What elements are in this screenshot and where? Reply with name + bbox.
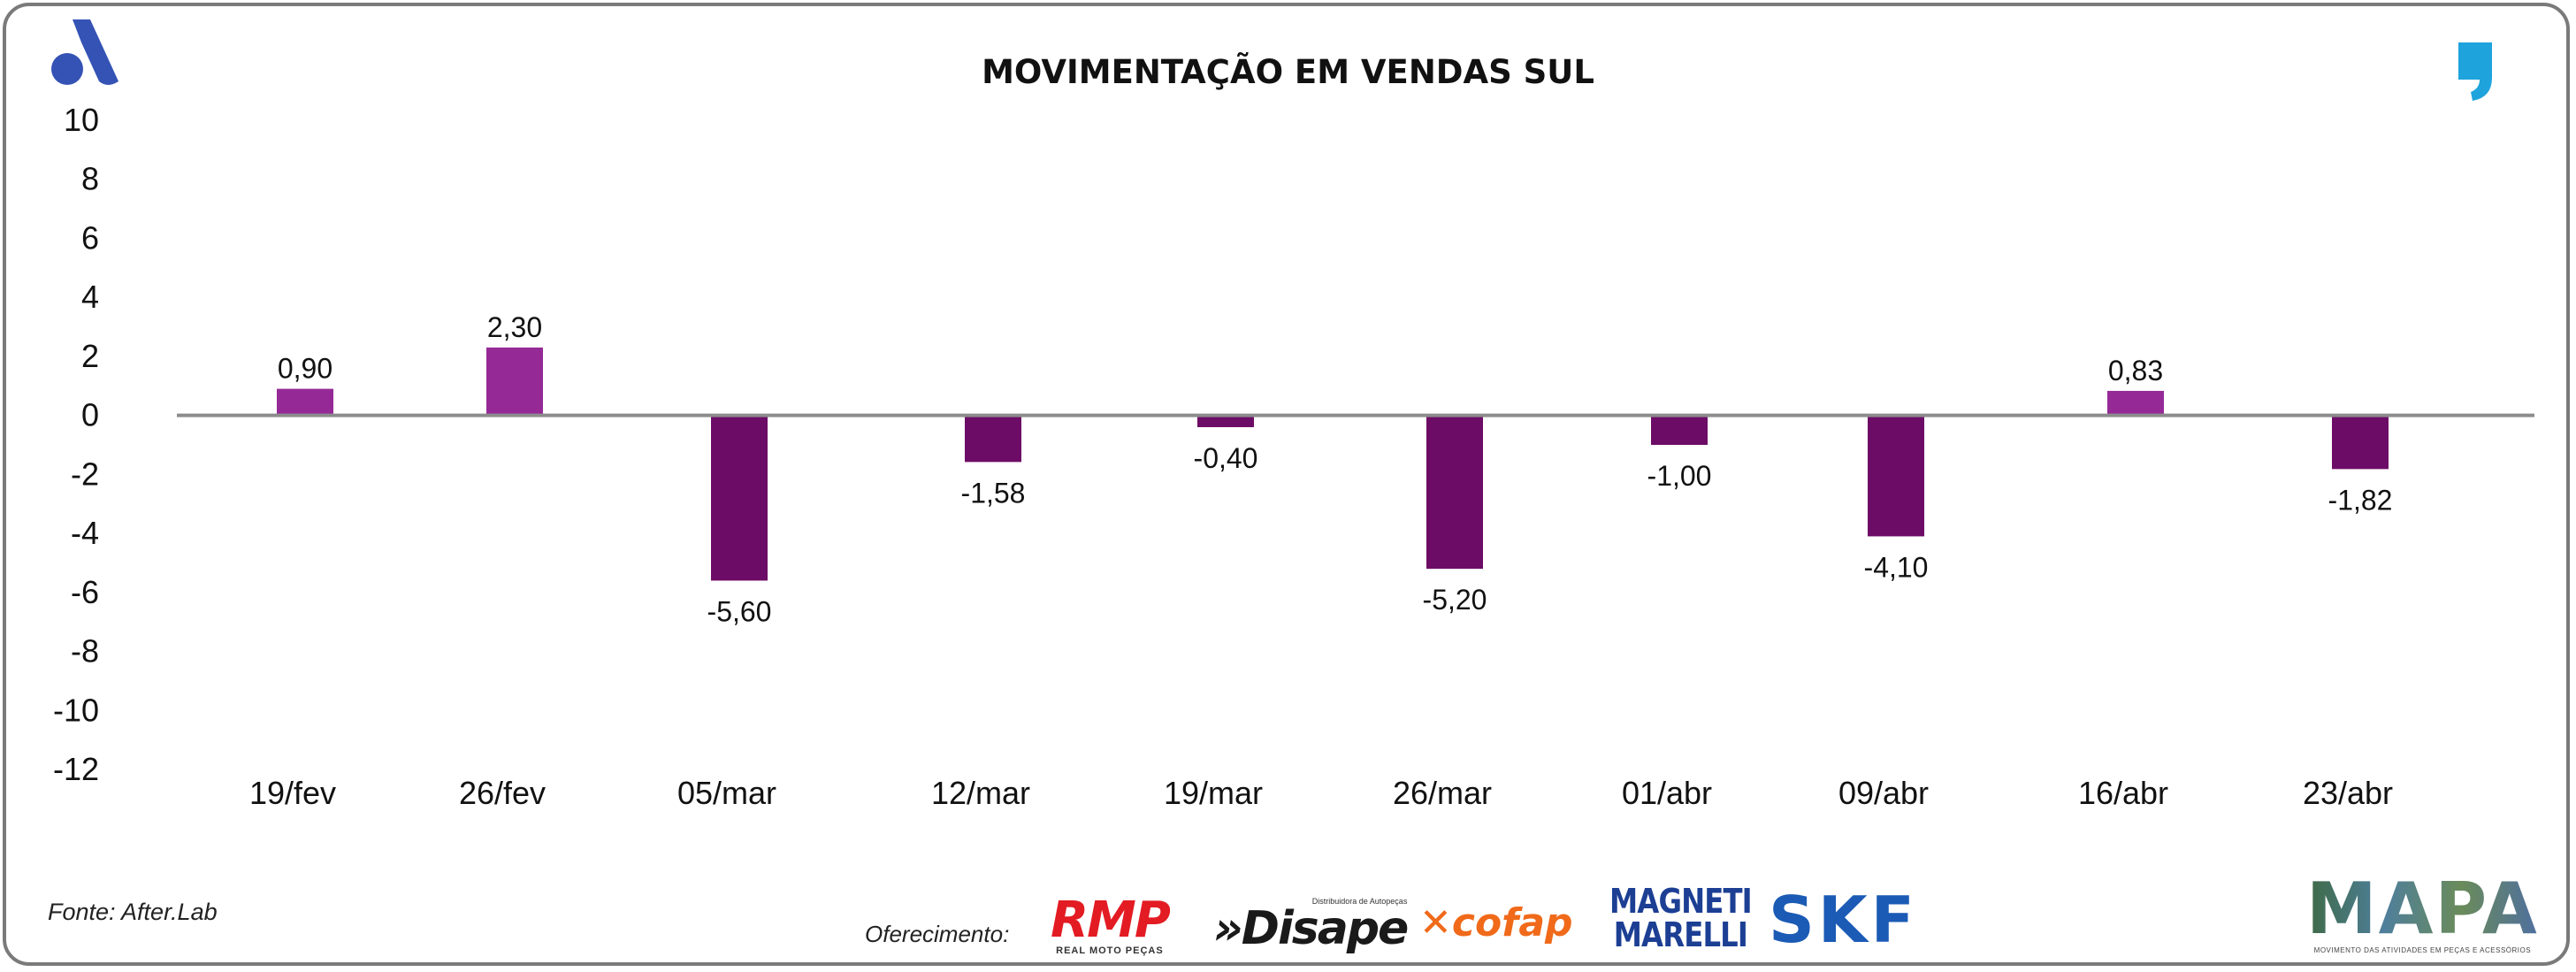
rmp-logo-mark: RMP [1051,892,1171,949]
x-tick-label: 26/fev [459,775,546,811]
y-tick-label: -8 [71,633,99,670]
comma-logo-icon [2458,42,2492,101]
magneti-logo-line1: MAGNETI [1609,882,1753,921]
bar [2332,415,2389,470]
x-tick-label: 01/abr [1622,775,1712,811]
mapa-logo-mark: MAPA [2306,868,2539,950]
cofap-logo-mark: ✕cofap [1419,900,1573,945]
magneti-marelli-logo: MAGNETI MARELLI [1609,884,1777,952]
data-label: 2,30 [487,311,542,343]
bar [1197,415,1254,427]
data-label: -1,82 [2328,484,2393,516]
a-logo-icon [51,19,118,85]
y-tick-label: -6 [71,574,99,610]
y-tick-label: -2 [71,455,99,492]
x-tick-label: 19/mar [1164,775,1263,811]
bar [1426,415,1483,570]
y-tick-label: -10 [53,692,99,728]
x-tick-label: 26/mar [1393,775,1492,811]
bar [1651,415,1708,445]
source-note: Fonte: After.Lab [48,899,218,925]
y-tick-label: 0 [81,397,99,433]
data-label: -0,40 [1194,442,1258,474]
x-tick-label: 16/abr [2078,775,2168,811]
rmp-logo-subtitle: REAL MOTO PEÇAS [1056,945,1164,956]
skf-logo-mark: SKF [1769,883,1918,957]
x-tick-label: 19/fev [249,775,336,811]
disape-logo: Distribuidora de Autopeças »Disape [1213,897,1409,955]
x-tick-label: 09/abr [1838,775,1929,811]
data-label: 0,83 [2108,355,2163,387]
bar [277,388,333,416]
data-label: -5,20 [1423,584,1487,616]
bar [2107,390,2164,416]
mapa-logo-subtitle: MOVIMENTO DAS ATIVIDADES EM PEÇAS E ACES… [2313,946,2532,954]
bar [711,415,768,581]
data-label: 0,90 [278,353,333,385]
bar [965,415,1021,463]
y-tick-label: 8 [81,161,99,197]
bar [486,347,543,416]
y-tick-label: 6 [81,219,99,256]
y-tick-label: 10 [64,102,99,138]
disape-logo-tagline: Distribuidora de Autopeças [1311,897,1408,906]
cofap-logo: ✕cofap [1419,900,1573,946]
data-label: -5,60 [707,595,772,627]
chart-title: MOVIMENTAÇÃO EM VENDAS SUL [982,53,1594,91]
data-label: -1,58 [961,477,1026,509]
y-tick-label: -4 [71,515,99,551]
skf-logo: SKF [1769,888,1918,952]
data-label: -4,10 [1864,551,1929,583]
bar [1868,415,1924,537]
x-tick-label: 12/mar [931,775,1030,811]
x-tick-label: 05/mar [677,775,776,811]
y-tick-label: -12 [53,751,99,787]
x-tick-label: 23/abr [2303,775,2393,811]
mapa-logo: MAPA MOVIMENTO DAS ATIVIDADES EM PEÇAS E… [2306,868,2539,955]
rmp-logo: RMP REAL MOTO PEÇAS [1051,892,1171,957]
disape-logo-mark: »Disape [1213,902,1409,955]
y-tick-label: 4 [81,279,99,315]
sponsor-label: Oferecimento: [865,921,1010,947]
data-label: -1,00 [1647,460,1712,492]
y-tick-label: 2 [81,338,99,374]
chart-frame [3,3,2570,966]
magneti-logo-line2: MARELLI [1613,915,1748,954]
